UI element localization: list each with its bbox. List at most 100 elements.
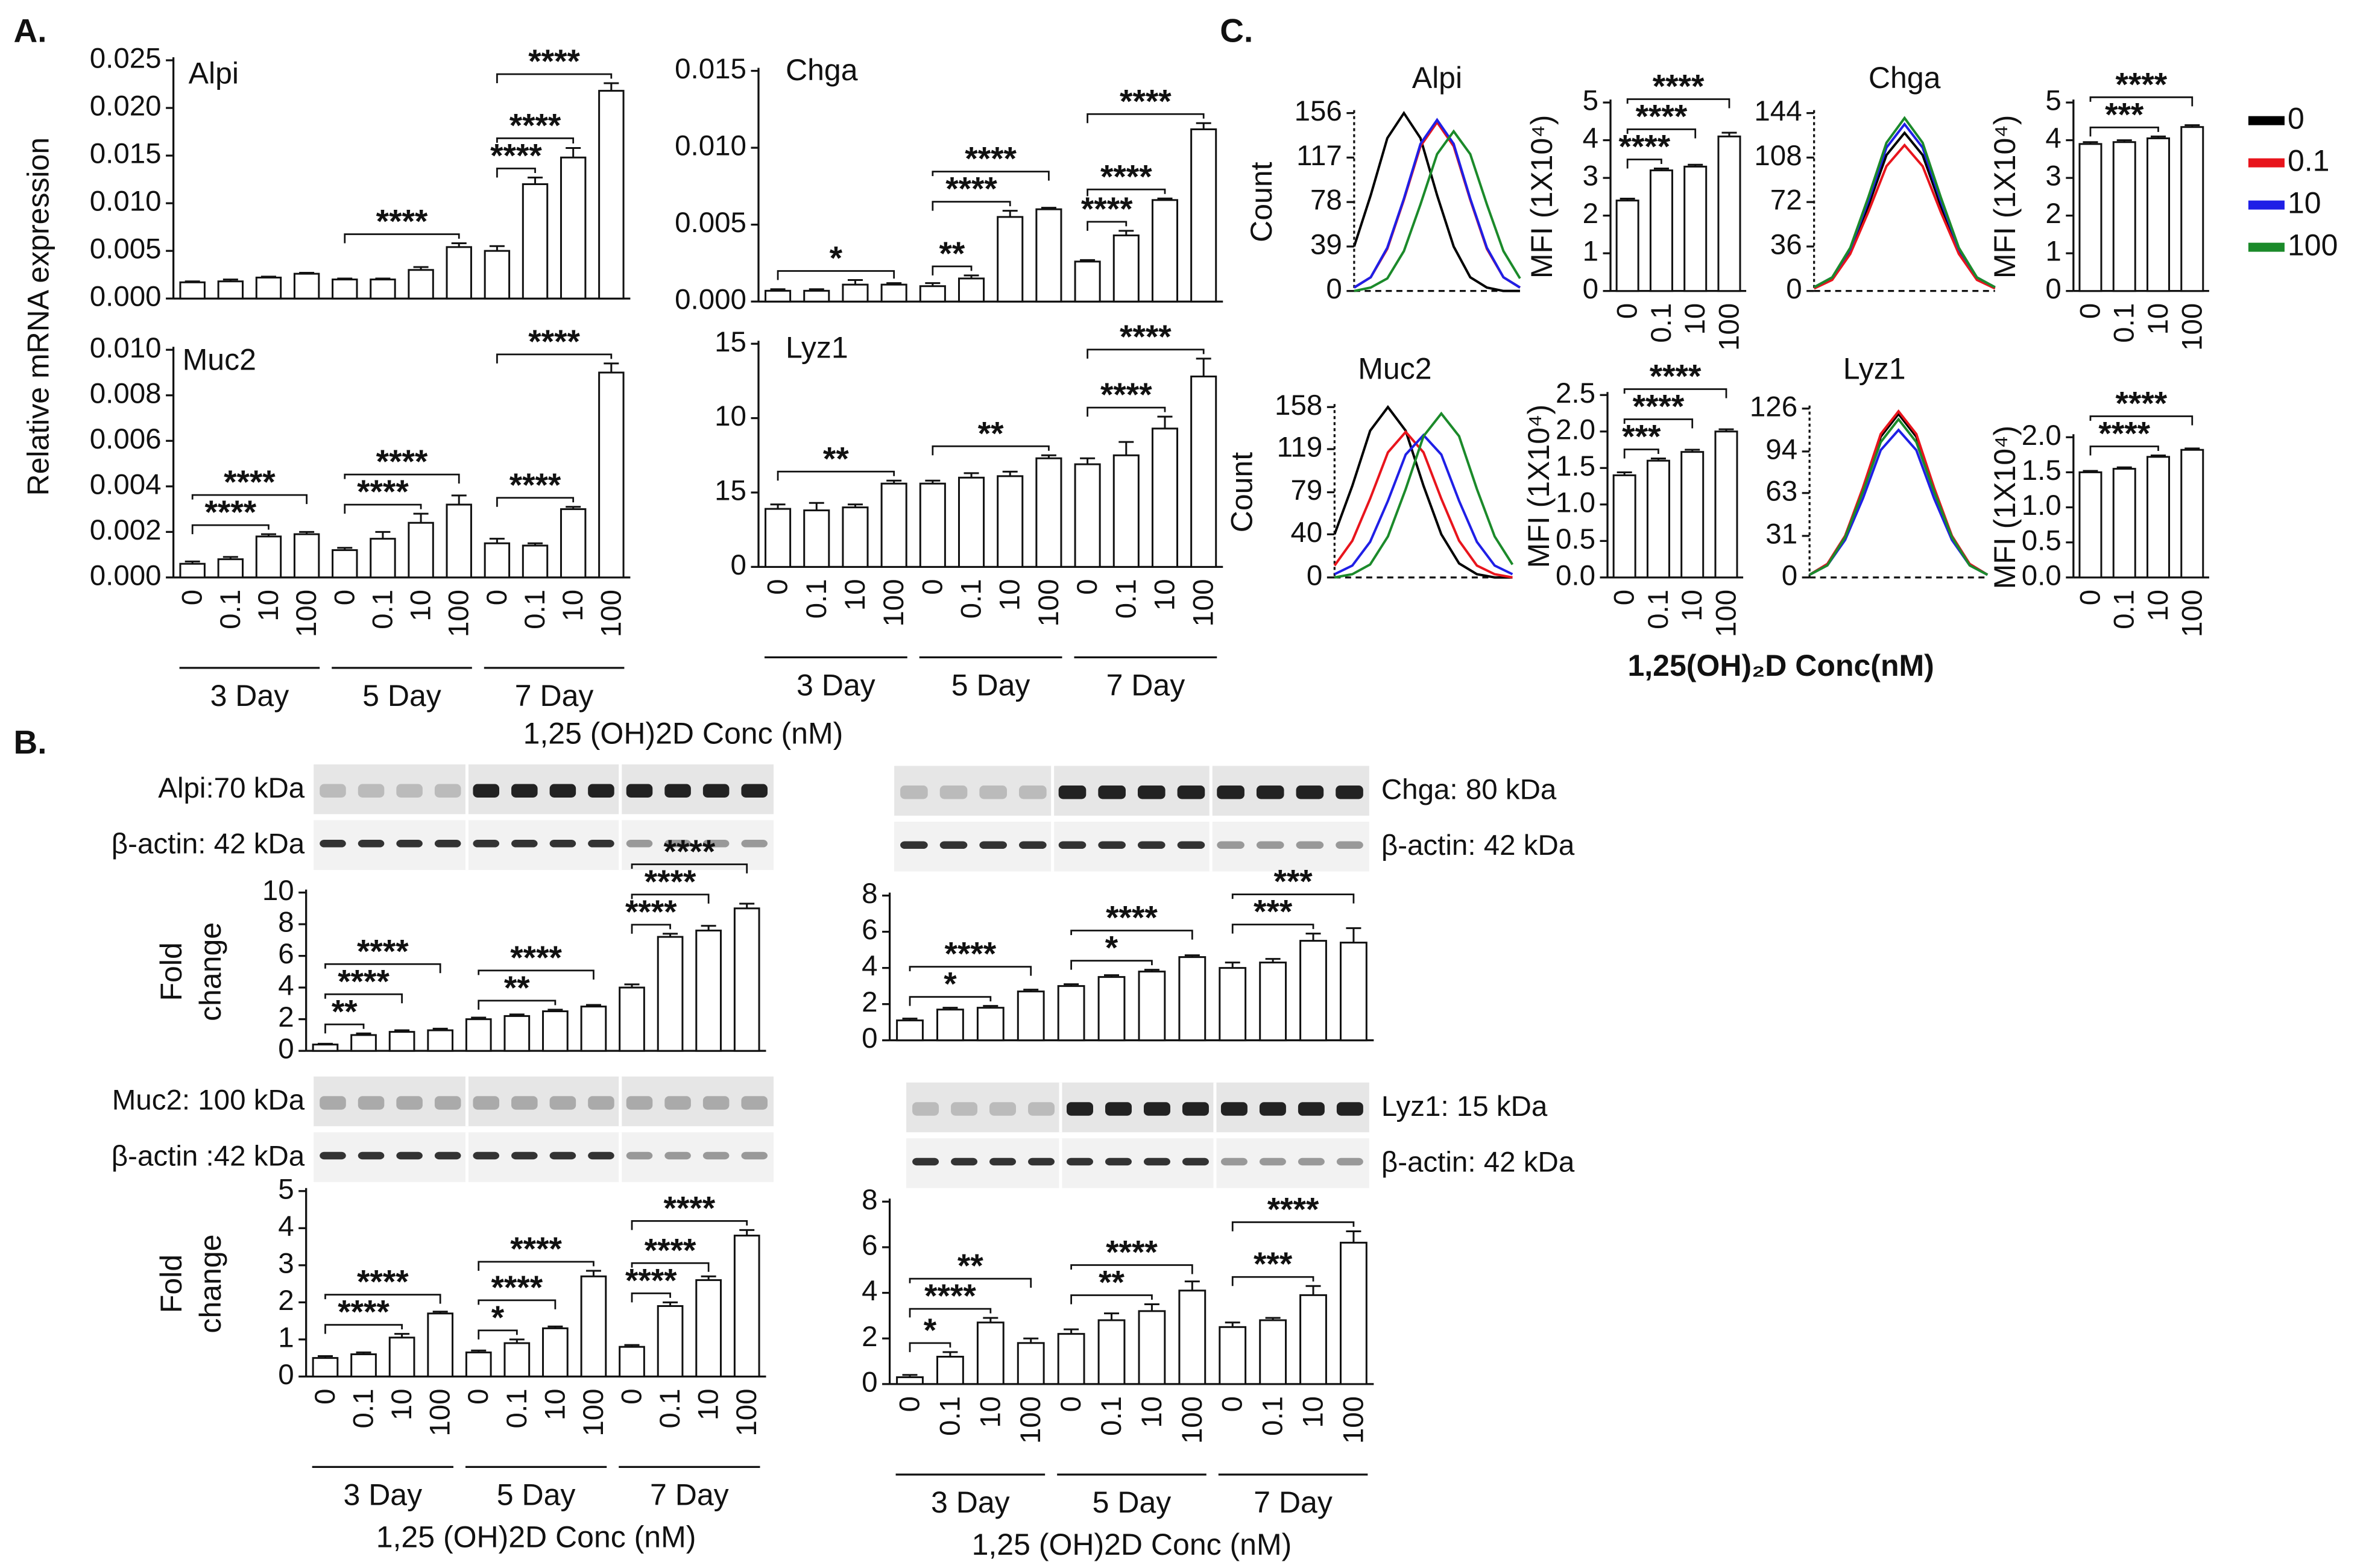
blot-band — [473, 1096, 500, 1110]
y-tick-label: 0 — [862, 1366, 877, 1398]
significance-label: **** — [1120, 318, 1172, 355]
bar — [1340, 942, 1367, 1042]
significance-label: **** — [376, 442, 428, 480]
significance-label: **** — [528, 42, 580, 80]
bar — [880, 482, 907, 568]
error-bar — [432, 1027, 448, 1031]
y-tick-label: 5 — [278, 1173, 294, 1205]
y-tick-label: 0.020 — [90, 90, 162, 122]
y-tick-label: 8 — [862, 878, 877, 910]
bar — [312, 1044, 339, 1052]
significance-bracket — [1087, 188, 1166, 197]
blot-band — [702, 1096, 730, 1110]
x-tick-label: 0.1 — [1257, 1396, 1289, 1436]
y-tick-label: 10 — [714, 400, 746, 432]
blot-band — [1336, 786, 1363, 799]
x-tick-label: 10 — [2142, 590, 2174, 622]
y-axis-label: Count — [1225, 452, 1258, 533]
bar — [179, 562, 206, 579]
y-tick-label: 6 — [862, 914, 877, 946]
error-bar — [2083, 141, 2098, 144]
x-tick-label: 100 — [1188, 579, 1220, 626]
chart-title: Lyz1 — [1843, 351, 1906, 385]
significance-bracket — [1070, 1294, 1153, 1305]
x-tick-label: 0.1 — [501, 1388, 533, 1428]
bar — [1714, 430, 1738, 579]
y-tick-label: 40 — [1290, 517, 1322, 549]
error-bar — [1265, 1317, 1281, 1320]
blot-band — [979, 786, 1008, 799]
blot-band — [900, 786, 928, 799]
y-tick-label: 0 — [1786, 273, 1802, 305]
error-bar — [964, 472, 979, 478]
blot-strip — [906, 1082, 1369, 1133]
group-label: 5 Day — [1093, 1485, 1172, 1519]
blot-band — [912, 1102, 939, 1116]
bar — [580, 1006, 607, 1052]
bar — [255, 276, 282, 300]
significance-bracket — [1626, 98, 1730, 109]
blot-band — [320, 840, 346, 848]
bar — [1340, 1241, 1367, 1385]
y-tick-label: 0.000 — [90, 559, 162, 591]
y-tick-label: 6 — [278, 938, 294, 970]
x-axis-label: 1,25 (OH)2D Conc (nM) — [376, 1520, 696, 1554]
significance-bracket — [932, 445, 1050, 456]
blot-band — [979, 841, 1008, 849]
blot-band — [1177, 841, 1205, 849]
blot-band — [549, 784, 576, 798]
x-tick-label: 10 — [1676, 590, 1708, 622]
bar — [619, 1346, 645, 1378]
significance-bracket — [1623, 388, 1727, 398]
significance-bracket — [478, 1299, 557, 1309]
x-tick-label: 0 — [2074, 303, 2106, 319]
significance-label: **** — [357, 1263, 409, 1300]
bar — [2146, 137, 2171, 292]
error-bar — [1346, 927, 1361, 943]
blot-band — [1105, 1157, 1132, 1166]
legend-label: 0.1 — [2288, 143, 2330, 177]
x-tick-label: 10 — [1136, 1396, 1168, 1428]
y-tick-label: 144 — [1754, 95, 1802, 127]
significance-bracket — [478, 1261, 595, 1271]
error-bar — [1144, 1303, 1159, 1311]
x-tick-label: 0.1 — [367, 590, 399, 629]
bar — [446, 246, 472, 300]
significance-bracket — [909, 966, 1032, 976]
x-tick-label: 0.1 — [956, 579, 988, 619]
y-tick-label: 2.5 — [1556, 377, 1595, 409]
bar — [733, 1235, 760, 1378]
blot-band — [900, 841, 928, 849]
x-tick-label: 100 — [578, 1388, 610, 1436]
significance-bracket — [631, 924, 671, 934]
blot-band — [434, 840, 461, 848]
blot-strip — [314, 1076, 774, 1127]
y-tick-label: 5 — [1583, 85, 1598, 117]
x-tick-label: 0.1 — [1096, 1396, 1128, 1436]
y-tick-label: 119 — [1277, 432, 1323, 464]
blot-band — [358, 840, 385, 848]
x-axis-label: 1,25 (OH)2D Conc (nM) — [972, 1528, 1292, 1561]
x-tick-label: 0 — [1609, 590, 1641, 605]
error-bar — [547, 1325, 563, 1329]
bar — [1680, 451, 1705, 579]
error-bar — [1023, 989, 1039, 992]
error-bar — [1064, 1328, 1079, 1334]
bar — [1112, 454, 1140, 568]
y-tick-label: 15 — [714, 326, 746, 358]
bar — [976, 1321, 1005, 1385]
bar — [1138, 971, 1166, 1042]
bar — [2112, 468, 2136, 579]
significance-label: *** — [2105, 95, 2144, 133]
bar — [350, 1353, 377, 1378]
y-tick-label: 0.0 — [2022, 559, 2061, 591]
error-bar — [222, 556, 238, 559]
blot-strip — [314, 764, 774, 814]
blot-band — [320, 1096, 346, 1110]
error-bar — [770, 288, 786, 291]
error-bar — [413, 266, 429, 270]
y-tick-label: 0 — [1326, 273, 1342, 305]
